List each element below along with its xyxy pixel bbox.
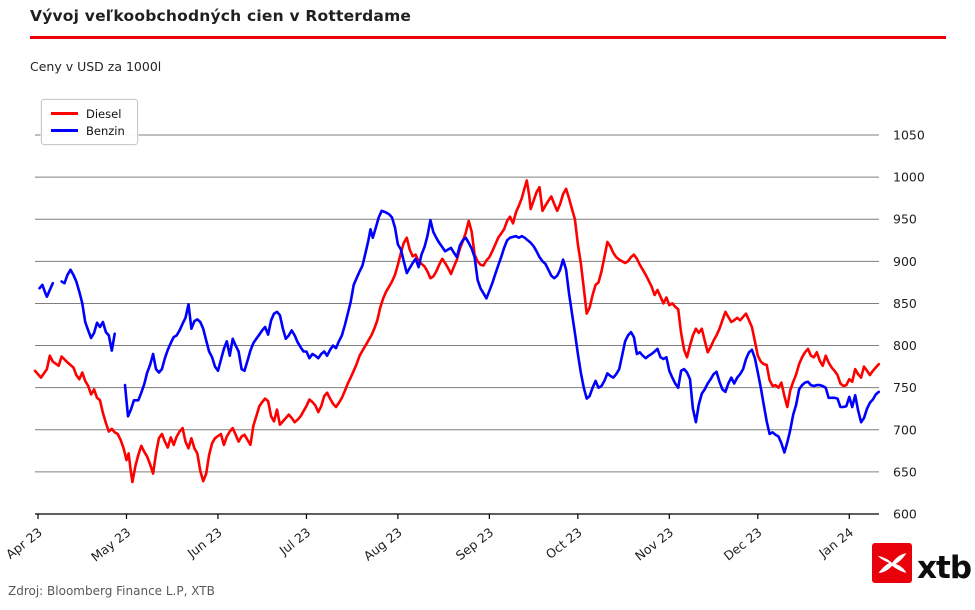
- x-tick-label: Jun 23: [184, 525, 225, 562]
- series-diesel: [33, 179, 881, 484]
- y-tick-label: 600: [893, 507, 917, 522]
- y-tick-label: 750: [893, 380, 917, 395]
- y-tick-label: 850: [893, 296, 917, 311]
- xtb-bird-icon: [877, 553, 907, 573]
- legend-item-diesel: Diesel: [51, 105, 125, 122]
- series-benzin: [123, 209, 881, 454]
- title-rule: [30, 36, 946, 39]
- benzin-line-swatch: [51, 129, 78, 132]
- x-tick-label: Apr 23: [3, 525, 45, 562]
- y-tick-label: 1000: [893, 170, 925, 185]
- chart-legend: Diesel Benzin: [41, 99, 138, 145]
- x-tick-label: Dec 23: [721, 525, 765, 564]
- legend-label-diesel: Diesel: [86, 106, 122, 121]
- x-tick-label: Jul 23: [276, 525, 314, 559]
- chart-subtitle: Ceny v USD za 1000l: [30, 59, 162, 74]
- x-tick-label: Nov 23: [632, 525, 676, 564]
- series-benzin: [60, 268, 116, 352]
- y-tick-label: 650: [893, 464, 917, 479]
- xtb-logo: xtb: [872, 543, 972, 586]
- y-tick-label: 950: [893, 212, 917, 227]
- diesel-line-swatch: [51, 112, 78, 115]
- xtb-logo-mark: [872, 543, 912, 583]
- x-tick-label: May 23: [88, 525, 133, 565]
- x-tick-label: Aug 23: [361, 525, 405, 564]
- y-tick-label: 900: [893, 254, 917, 269]
- series-benzin: [38, 281, 55, 299]
- page-title: Vývoj veľkoobchodných cien v Rotterdame: [30, 7, 412, 25]
- xtb-logo-text: xtb: [917, 549, 972, 586]
- y-tick-label: 700: [893, 422, 917, 437]
- x-tick-label: Jan 24: [815, 525, 856, 562]
- source-note: Zdroj: Bloomberg Finance L.P, XTB: [8, 584, 215, 598]
- legend-label-benzin: Benzin: [86, 123, 125, 138]
- y-tick-label: 1050: [893, 128, 925, 143]
- x-tick-label: Oct 23: [543, 525, 585, 562]
- legend-item-benzin: Benzin: [51, 122, 125, 139]
- x-tick-label: Sep 23: [453, 525, 496, 564]
- y-tick-label: 800: [893, 338, 917, 353]
